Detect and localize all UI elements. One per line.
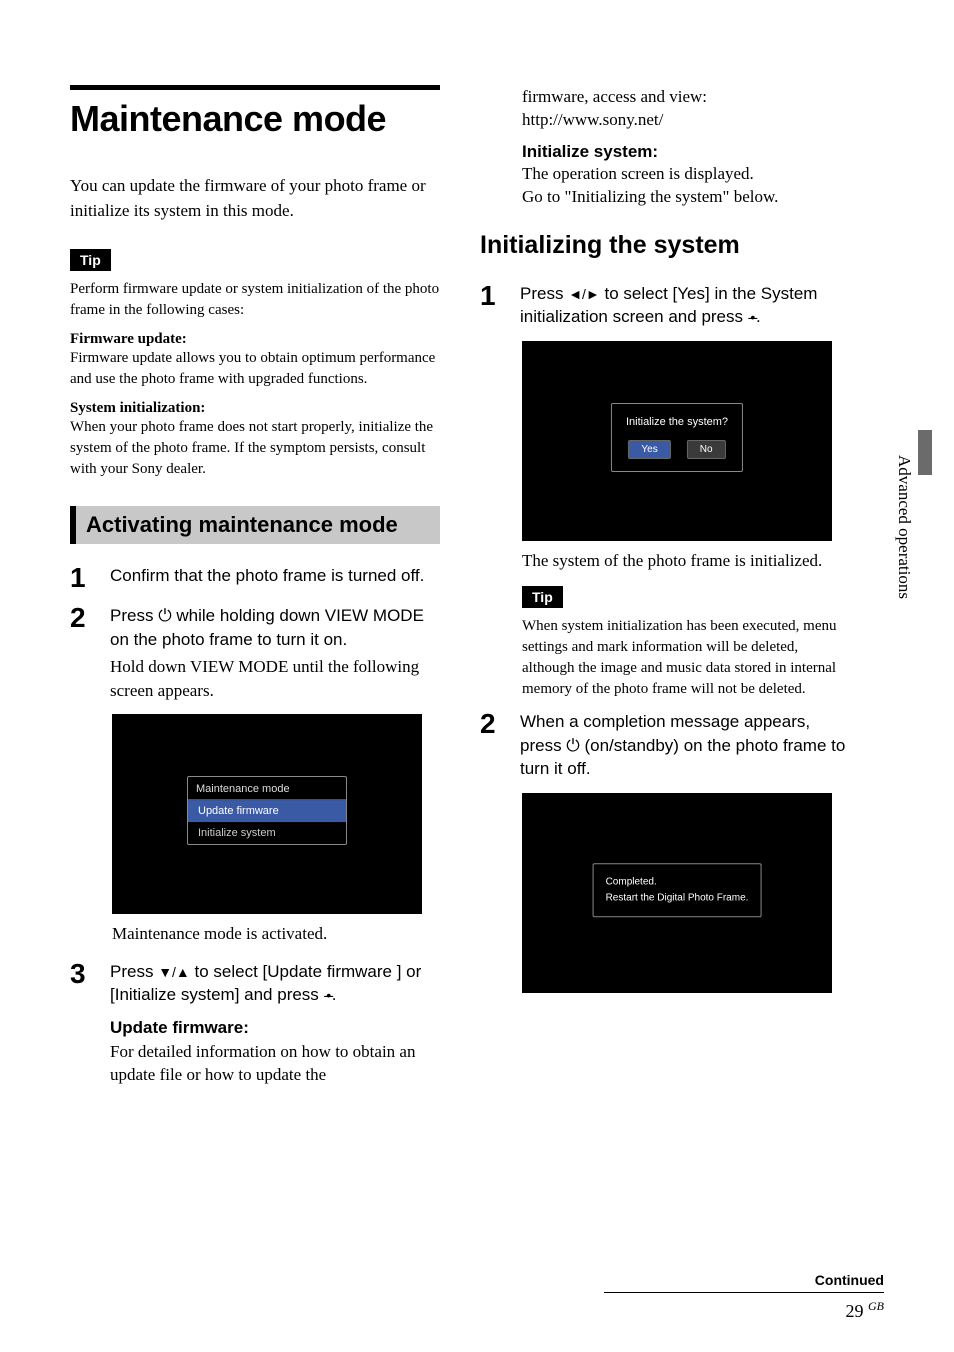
ss-no-button: No: [687, 440, 726, 459]
step-2d: Maintenance mode is activated.: [112, 922, 440, 945]
initialize-system-text1: The operation screen is displayed.: [522, 162, 850, 185]
step-r1c: .: [756, 307, 761, 326]
step-3: 3 Press to select [Update firmware ] or …: [70, 960, 440, 1087]
step-r1a: Press: [520, 284, 568, 303]
initialize-system-text2: Go to "Initializing the system" below.: [522, 185, 850, 208]
ss-complete-line1: Completed.: [606, 874, 749, 890]
step-2: 2 Press while holding down VIEW MODE on …: [70, 604, 440, 702]
firmware-update-text: Firmware update allows you to obtain opt…: [70, 348, 440, 390]
step-r1d: The system of the photo frame is initial…: [522, 549, 850, 572]
step-3c: .: [332, 985, 337, 1004]
ss-dialog-text: Initialize the system?: [626, 416, 728, 428]
step-number: 1: [70, 564, 94, 592]
ss-menu-item: Initialize system: [188, 822, 346, 844]
ss-yes-button: Yes: [628, 440, 670, 459]
screenshot-maintenance-menu: Maintenance mode Update firmware Initial…: [112, 714, 422, 914]
arrow-ud-icon: [158, 962, 190, 981]
tip-intro: Perform firmware update or system initia…: [70, 279, 440, 321]
tip-label: Tip: [522, 586, 563, 608]
side-tab-label: Advanced operations: [894, 455, 914, 599]
continued-label: Continued: [604, 1272, 884, 1293]
step-2c: Hold down VIEW MODE until the following …: [110, 655, 440, 702]
firmware-update-label: Firmware update:: [70, 331, 440, 348]
step-number: 3: [70, 960, 94, 1087]
ss-complete-line2: Restart the Digital Photo Frame.: [606, 890, 749, 906]
tip-label: Tip: [70, 249, 111, 271]
side-tab-bar: [918, 430, 932, 475]
firmware-cont: firmware, access and view: http://www.so…: [522, 85, 850, 132]
update-firmware-label: Update firmware:: [110, 1016, 440, 1039]
arrow-lr-icon: [568, 284, 600, 303]
tip-text-right: When system initialization has been exec…: [522, 616, 850, 700]
page-number: 29 GB: [846, 1301, 885, 1321]
initialize-system-label: Initialize system:: [522, 142, 850, 162]
page-footer: Continued 29 GB: [604, 1272, 884, 1322]
section-initializing: Initializing the system: [480, 231, 850, 260]
ss-dialog: Initialize the system? Yes No: [611, 403, 743, 472]
power-icon: [566, 736, 579, 755]
section-activating: Activating maintenance mode: [70, 506, 440, 544]
step-1: 1 Confirm that the photo frame is turned…: [70, 564, 440, 592]
system-init-text: When your photo frame does not start pro…: [70, 417, 440, 480]
ss-menu-item: Update firmware: [188, 800, 346, 822]
intro-text: You can update the firmware of your phot…: [70, 174, 440, 223]
center-icon: [748, 307, 756, 326]
step-2a: Press: [110, 606, 158, 625]
center-icon: [324, 985, 332, 1004]
step-3a: Press: [110, 962, 158, 981]
screenshot-init-dialog: Initialize the system? Yes No: [522, 341, 832, 541]
step-r2: 2 When a completion message appears, pre…: [480, 710, 850, 780]
step-number: 2: [70, 604, 94, 702]
step-r1: 1 Press to select [Yes] in the System in…: [480, 282, 850, 329]
power-icon: [158, 606, 171, 625]
system-init-label: System initialization:: [70, 400, 440, 417]
step-number: 2: [480, 710, 504, 780]
step-number: 1: [480, 282, 504, 329]
step-1-text: Confirm that the photo frame is turned o…: [110, 564, 440, 592]
screenshot-completed: Completed. Restart the Digital Photo Fra…: [522, 793, 832, 993]
update-firmware-text: For detailed information on how to obtai…: [110, 1040, 440, 1087]
ss-menu-title: Maintenance mode: [188, 777, 346, 800]
ss-menu: Maintenance mode Update firmware Initial…: [187, 776, 347, 845]
page-title: Maintenance mode: [70, 85, 440, 140]
ss-complete: Completed. Restart the Digital Photo Fra…: [593, 863, 762, 917]
